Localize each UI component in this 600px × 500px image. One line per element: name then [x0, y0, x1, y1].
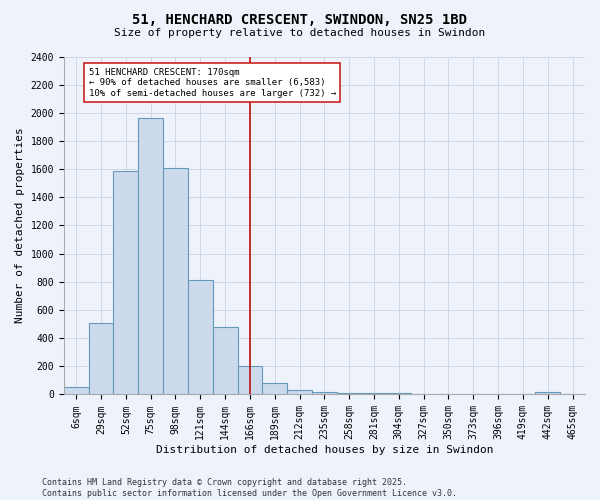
Bar [238, 366, 262, 394]
Text: Size of property relative to detached houses in Swindon: Size of property relative to detached ho… [115, 28, 485, 38]
Bar [312, 392, 337, 394]
Bar [362, 393, 386, 394]
X-axis label: Distribution of detached houses by size in Swindon: Distribution of detached houses by size … [155, 445, 493, 455]
Bar [337, 392, 362, 394]
Bar [535, 392, 560, 394]
Bar [89, 322, 113, 394]
Bar [113, 170, 138, 394]
Text: Contains HM Land Registry data © Crown copyright and database right 2025.
Contai: Contains HM Land Registry data © Crown c… [42, 478, 457, 498]
Bar [188, 280, 212, 394]
Bar [287, 390, 312, 394]
Bar [262, 382, 287, 394]
Text: 51 HENCHARD CRESCENT: 170sqm
← 90% of detached houses are smaller (6,583)
10% of: 51 HENCHARD CRESCENT: 170sqm ← 90% of de… [89, 68, 336, 98]
Text: 51, HENCHARD CRESCENT, SWINDON, SN25 1BD: 51, HENCHARD CRESCENT, SWINDON, SN25 1BD [133, 12, 467, 26]
Bar [138, 118, 163, 394]
Bar [163, 168, 188, 394]
Y-axis label: Number of detached properties: Number of detached properties [15, 128, 25, 324]
Bar [64, 386, 89, 394]
Bar [212, 327, 238, 394]
